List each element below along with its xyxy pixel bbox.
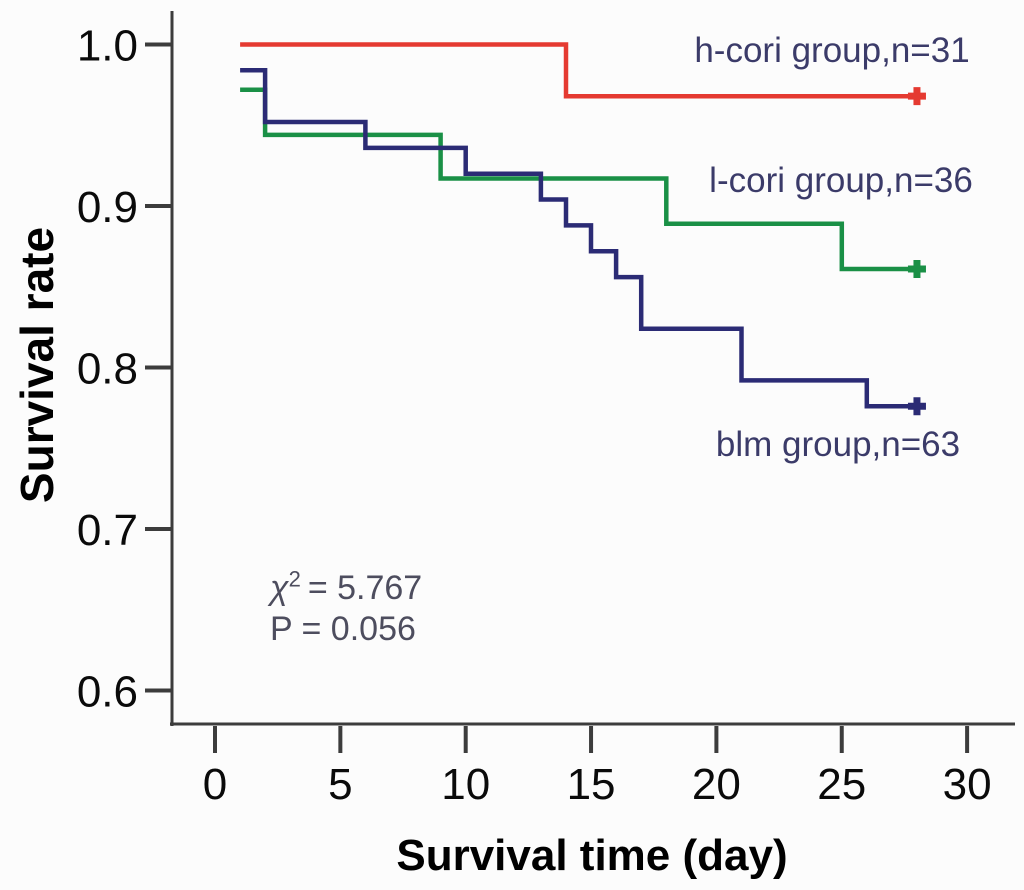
censor-marker-l-cori bbox=[907, 259, 926, 278]
x-tick-label: 10 bbox=[441, 760, 490, 809]
chi-squared-text: χ2 = 5.767 bbox=[270, 568, 422, 609]
y-tick-label: 0.8 bbox=[77, 345, 138, 394]
x-tick-label: 30 bbox=[943, 760, 992, 809]
chi-symbol: χ bbox=[270, 569, 289, 607]
y-tick-label: 1.0 bbox=[77, 22, 138, 71]
chi-value: = 5.767 bbox=[307, 569, 423, 607]
y-tick-label: 0.7 bbox=[77, 506, 138, 555]
series-label-h-cori-group: h-cori group,n=31 bbox=[694, 31, 970, 70]
y-tick-label: 0.6 bbox=[77, 668, 138, 717]
x-tick-label: 0 bbox=[203, 760, 227, 809]
x-tick-label: 15 bbox=[567, 760, 616, 809]
y-axis-title: Survival rate bbox=[11, 226, 63, 504]
series-label-l-cori-group: l-cori group,n=36 bbox=[709, 161, 973, 200]
statistics-annotation: χ2 = 5.767 P = 0.056 bbox=[270, 568, 422, 650]
series-label-blm-group: blm group,n=63 bbox=[715, 425, 961, 464]
survival-curve-h-cori bbox=[240, 42, 917, 99]
y-tick-label: 0.9 bbox=[77, 183, 138, 232]
p-value-text: P = 0.056 bbox=[270, 610, 416, 648]
censor-marker-h-cori bbox=[907, 87, 926, 106]
survival-curve-blm bbox=[240, 68, 917, 409]
x-tick-label: 20 bbox=[692, 760, 741, 809]
censor-marker-blm bbox=[907, 397, 926, 416]
x-tick-label: 5 bbox=[328, 760, 352, 809]
chi-exponent: 2 bbox=[288, 566, 301, 592]
x-axis-title: Survival time (day) bbox=[396, 831, 788, 880]
x-tick-label: 25 bbox=[817, 760, 866, 809]
